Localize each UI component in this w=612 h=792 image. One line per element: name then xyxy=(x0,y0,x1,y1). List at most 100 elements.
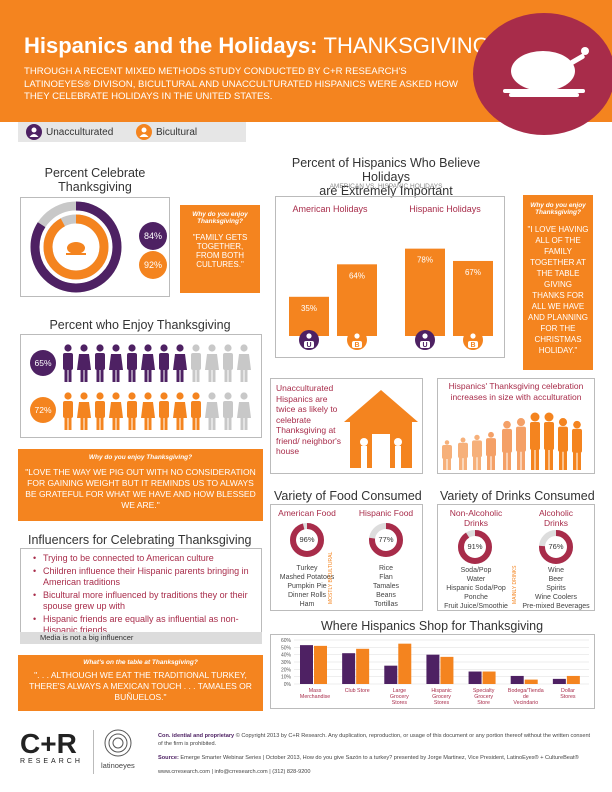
right-quote-text: "I love having all of the family togethe… xyxy=(527,225,589,355)
shop-ytick-label: 20% xyxy=(281,667,292,673)
celebrate-quote-text: "Family gets together, from both culture… xyxy=(192,233,248,269)
family-member-9 xyxy=(558,418,568,470)
legend-bicultural-label: Bicultural xyxy=(156,127,198,138)
enjoy-unacculturated-person-11 xyxy=(223,344,233,382)
enjoy-bicultural-person-8 xyxy=(173,392,187,430)
drinks-side-label: Mainly Drinks xyxy=(512,565,518,604)
important-chart: 35% U 64% B 78% U 67% B xyxy=(289,248,493,350)
american-food-item: Ham xyxy=(299,601,315,608)
table-quote-box: What's on the table at Thanksgiving? ". … xyxy=(18,655,263,711)
hispanic-food-pct: 77% xyxy=(378,535,394,544)
important-bar-label-2-2: 67% xyxy=(465,268,481,277)
right-quote-question: Why do you enjoy Thanksgiving? xyxy=(530,202,586,216)
shop-category-label: Hispanic Grocery Stores xyxy=(431,688,452,706)
legend-unacculturated-icon xyxy=(26,124,42,145)
family-member-5 xyxy=(502,420,512,470)
celebrate-donut xyxy=(24,200,124,299)
nonalc-label: Non-Alcoholic Drinks xyxy=(438,508,514,528)
family-member-1 xyxy=(442,440,452,470)
celebrate-panel xyxy=(20,197,170,297)
important-bar-1-1 xyxy=(289,296,329,336)
shop-bar-5-1 xyxy=(468,671,482,684)
important-bar-label-2-1: 78% xyxy=(417,256,433,265)
enjoy-title: Percent who Enjoy Thanksgiving xyxy=(49,318,231,332)
celebrate-quote-box: Why do you enjoy Thanksgiving? "Family g… xyxy=(180,205,260,293)
hispanic-food-item: Rice xyxy=(378,565,393,572)
celebrate-bicultural-arc xyxy=(43,214,109,280)
table-quote-question: What's on the table at Thanksgiving? xyxy=(83,659,198,666)
enjoy-bicultural-person-3 xyxy=(95,392,105,430)
shop-title: Where Hispanics Shop for Thanksgiving xyxy=(320,619,544,633)
enjoy-bicultural-person-5 xyxy=(127,392,137,430)
enjoy-bicultural-person-2 xyxy=(77,392,91,430)
alc-drinks-list: Wine Beer Spirits Wine Coolers Pre-mixed Bev… xyxy=(518,566,594,611)
drinks-panel xyxy=(437,504,595,611)
shop-bar-1-2 xyxy=(314,645,327,684)
hispanic-food-item: Tortillas xyxy=(374,601,398,608)
nonalc-drink-item: Fruit Juice/Smoothie xyxy=(444,603,508,610)
important-title-line1: Percent of Hispanics Who Believe Holiday… xyxy=(291,156,481,184)
american-holidays-label: American Holidays xyxy=(292,204,368,214)
alc-label: Alcoholic Drinks xyxy=(518,508,594,528)
latinoeyes-logo-icon xyxy=(104,729,132,757)
footer-contact: www.crresearch.com | info@crresearch.com… xyxy=(158,769,311,775)
family-panel xyxy=(437,378,595,474)
celebrate-unacculturated-arc xyxy=(30,201,122,293)
shop-chart: 0%10% 20%30%40% 50%60% Mass Merchandise Club … xyxy=(281,638,589,706)
enjoy-bicultural-person-10 xyxy=(205,392,219,430)
wide-quote-box: Why do you enjoy Thanksgiving? "Love the… xyxy=(18,449,263,521)
drinks-title: Variety of Drinks Consumed xyxy=(440,489,595,503)
hispanic-food-item: Flan xyxy=(379,574,393,581)
alc-donut xyxy=(539,530,573,564)
nonalc-drink-item: Ponche xyxy=(464,594,488,601)
enjoy-bicultural-person-6 xyxy=(141,392,155,430)
latinoeyes-logo-text: latinoeyes xyxy=(101,761,135,770)
cr-logo-mark: C+R xyxy=(20,728,77,759)
u-marker-text-1: U xyxy=(306,342,311,349)
american-food-item: Dinner Rolls xyxy=(287,592,327,599)
shop-category-label: Club Store xyxy=(345,688,370,694)
enjoy-panel xyxy=(20,334,262,438)
important-bar-2-1 xyxy=(405,248,445,336)
right-quote-box: Why do you enjoy Thanksgiving? "I love h… xyxy=(523,195,593,370)
b-marker-text-1: B xyxy=(354,342,359,349)
enjoy-bicultural-person-7 xyxy=(159,392,169,430)
celebrate-bicultural-bubble: 92% xyxy=(139,251,167,279)
shop-bar-2-1 xyxy=(342,653,356,684)
enjoy-unacculturated-person-3 xyxy=(95,344,105,382)
important-title-line2: are Extremely Important xyxy=(319,184,453,198)
shop-ytick-label: 50% xyxy=(281,645,292,651)
shop-category-label: Dollar Stores xyxy=(560,688,576,700)
hispanic-food-donut xyxy=(369,523,403,557)
alc-drink-item: Wine xyxy=(548,567,564,574)
family-member-6 xyxy=(516,418,526,470)
influencers-list: Trying to be connected to American cultu… xyxy=(33,553,253,636)
nonalc-pct: 91% xyxy=(467,542,483,551)
enjoy-bicultural-person-11 xyxy=(223,392,233,430)
shop-bar-5-2 xyxy=(482,671,496,684)
american-food-pct: 96% xyxy=(299,535,315,544)
important-title: Percent of Hispanics Who Believe Holiday… xyxy=(268,156,504,198)
family-icons xyxy=(442,412,582,470)
american-food-donut xyxy=(290,523,324,557)
alc-drink-item: Beer xyxy=(548,576,564,583)
legend-unacculturated-label: Unacculturated xyxy=(46,127,114,138)
celebrate-title-line2: Thanksgiving xyxy=(58,180,132,194)
shop-bar-6-1 xyxy=(510,675,524,684)
influencer-item: Trying to be connected to American cultu… xyxy=(33,553,253,564)
important-bar-2-2 xyxy=(453,260,493,336)
influencer-item: Bicultural more influenced by traditions… xyxy=(33,590,253,612)
shop-category-label: Mass Merchandise xyxy=(300,688,330,700)
food-side-label: Mostly Bicultural xyxy=(328,551,334,604)
shop-bar-6-2 xyxy=(524,679,538,684)
american-food-item: Pumpkin Pie xyxy=(287,583,327,590)
alc-label-line1: Alcoholic xyxy=(538,508,574,518)
shop-bar-2-2 xyxy=(356,648,370,684)
food-title: Variety of Food Consumed xyxy=(274,489,422,503)
alc-drink-item: Spirits xyxy=(546,585,566,592)
nonalc-label-line1: Non-Alcoholic xyxy=(449,508,503,518)
table-quote-text: ". . . although we eat the traditional t… xyxy=(29,670,252,702)
wide-quote-text: "Love the way we pig out with no conside… xyxy=(25,467,256,510)
family-member-8 xyxy=(544,412,554,470)
important-subtitle: American vs. Hispanic Holidays xyxy=(329,183,443,190)
